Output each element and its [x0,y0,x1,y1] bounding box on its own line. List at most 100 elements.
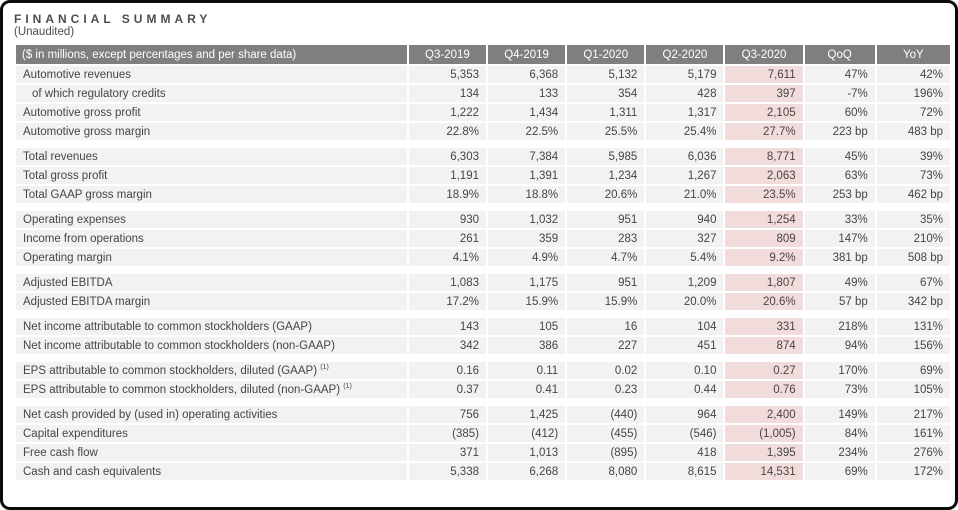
value-cell-yoy: 210% [876,230,950,247]
value-cell-qoq: 94% [804,337,875,354]
table-row: Net cash provided by (used in) operating… [16,406,950,423]
value-cell-q1-2020: 20.6% [567,186,645,203]
value-cell-q3-2020: 7,611 [725,66,803,83]
value-cell-q1-2020: 951 [567,211,645,228]
value-cell-q2-2020: 940 [646,211,724,228]
row-label: EPS attributable to common stockholders,… [16,362,407,379]
value-cell-qoq: 234% [804,444,875,461]
value-cell-qoq: 69% [804,463,875,480]
value-cell-q4-2019: (412) [488,425,566,442]
value-cell-yoy: 161% [876,425,950,442]
group-spacer [16,356,950,360]
value-cell-yoy: 217% [876,406,950,423]
value-cell-q3-2020: 809 [725,230,803,247]
value-cell-q3-2020: 1,395 [725,444,803,461]
value-cell-qoq: 218% [804,318,875,335]
column-header-qoq: QoQ [804,45,875,64]
value-cell-q4-2019: 1,425 [488,406,566,423]
value-cell-qoq: 45% [804,148,875,165]
value-cell-yoy: 72% [876,104,950,121]
table-row: Net income attributable to common stockh… [16,337,950,354]
value-cell-qoq: 253 bp [804,186,875,203]
value-cell-qoq: -7% [804,85,875,102]
value-cell-q4-2019: 359 [488,230,566,247]
value-cell-q1-2020: (895) [567,444,645,461]
value-cell-yoy: 462 bp [876,186,950,203]
table-row: EPS attributable to common stockholders,… [16,362,950,379]
value-cell-q3-2020: 0.27 [725,362,803,379]
column-header-q1-2020: Q1-2020 [567,45,645,64]
table-row: Cash and cash equivalents 5,338 6,268 8,080… [16,463,950,480]
row-label: Operating expenses [16,211,407,228]
value-cell-q3-2020: 8,771 [725,148,803,165]
row-label: Adjusted EBITDA [16,274,407,291]
table-row: Total revenues 6,303 7,384 5,985 6,036 8,771 4… [16,148,950,165]
row-label: Operating margin [16,249,407,266]
table-body: Automotive revenues 5,353 6,368 5,132 5,179 7… [16,66,950,480]
value-cell-q3-2020: (1,005) [725,425,803,442]
value-cell-yoy: 196% [876,85,950,102]
value-cell-q2-2020: 1,317 [646,104,724,121]
value-cell-q3-2020: 14,531 [725,463,803,480]
row-label: Total revenues [16,148,407,165]
value-cell-yoy: 156% [876,337,950,354]
group-spacer-cell [16,356,950,360]
value-cell-qoq: 170% [804,362,875,379]
group-spacer-cell [16,312,950,316]
value-cell-qoq: 147% [804,230,875,247]
column-header-q2-2020: Q2-2020 [646,45,724,64]
value-cell-q4-2019: 105 [488,318,566,335]
value-cell-q4-2019: 6,268 [488,463,566,480]
table-row: Automotive gross margin 22.8% 22.5% 25.5% 25… [16,123,950,140]
value-cell-qoq: 33% [804,211,875,228]
value-cell-qoq: 63% [804,167,875,184]
group-spacer-cell [16,205,950,209]
value-cell-q3-2020: 0.76 [725,381,803,398]
value-cell-q2-2020: 0.10 [646,362,724,379]
value-cell-q4-2019: 0.11 [488,362,566,379]
value-cell-q3-2019: 4.1% [408,249,486,266]
value-cell-q3-2019: 134 [408,85,486,102]
value-cell-q2-2020: 964 [646,406,724,423]
financial-summary-table: ($ in millions, except percentages and p… [14,43,952,482]
value-cell-q3-2020: 23.5% [725,186,803,203]
value-cell-q4-2019: 386 [488,337,566,354]
value-cell-q3-2019: 5,353 [408,66,486,83]
value-cell-q3-2019: 18.9% [408,186,486,203]
value-cell-q1-2020: (440) [567,406,645,423]
header-label: ($ in millions, except percentages and p… [16,45,407,64]
value-cell-yoy: 39% [876,148,950,165]
value-cell-q1-2020: 283 [567,230,645,247]
value-cell-q2-2020: 20.0% [646,293,724,310]
table-row: Total GAAP gross margin 18.9% 18.8% 20.6% 21… [16,186,950,203]
value-cell-q1-2020: 0.02 [567,362,645,379]
value-cell-q2-2020: 327 [646,230,724,247]
value-cell-q3-2019: 143 [408,318,486,335]
value-cell-q1-2020: 5,985 [567,148,645,165]
value-cell-qoq: 47% [804,66,875,83]
row-label: Total gross profit [16,167,407,184]
value-cell-yoy: 342 bp [876,293,950,310]
value-cell-q3-2019: 1,222 [408,104,486,121]
value-cell-q3-2019: 0.16 [408,362,486,379]
value-cell-yoy: 131% [876,318,950,335]
value-cell-q3-2020: 874 [725,337,803,354]
value-cell-q4-2019: 18.8% [488,186,566,203]
value-cell-q2-2020: 5,179 [646,66,724,83]
value-cell-q4-2019: 1,032 [488,211,566,228]
group-spacer [16,268,950,272]
value-cell-qoq: 84% [804,425,875,442]
value-cell-q3-2020: 1,254 [725,211,803,228]
value-cell-yoy: 69% [876,362,950,379]
table-row: Total gross profit 1,191 1,391 1,234 1,267 2,… [16,167,950,184]
value-cell-q3-2019: 756 [408,406,486,423]
table-row: EPS attributable to common stockholders,… [16,381,950,398]
row-label: Automotive gross margin [16,123,407,140]
value-cell-q3-2019: 371 [408,444,486,461]
value-cell-q1-2020: (455) [567,425,645,442]
value-cell-q2-2020: (546) [646,425,724,442]
table-row: Automotive gross profit 1,222 1,434 1,311 1,… [16,104,950,121]
value-cell-q2-2020: 104 [646,318,724,335]
table-row: Adjusted EBITDA 1,083 1,175 951 1,209 1,807 49… [16,274,950,291]
